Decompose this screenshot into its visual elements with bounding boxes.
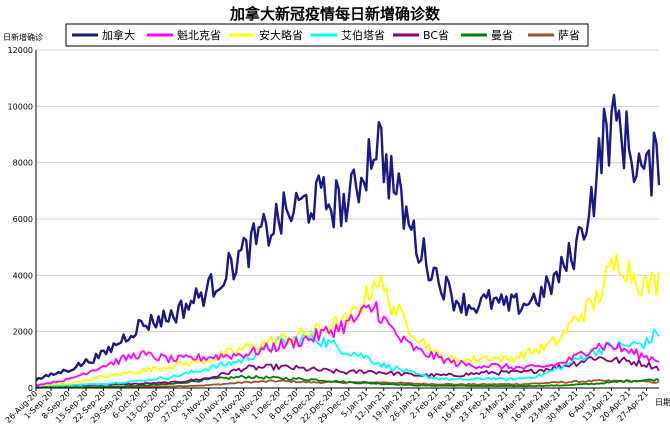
series-line-1 [35, 300, 660, 387]
y-axis-ticks: 0 2000 4000 6000 8000 10000 12000 [8, 46, 33, 393]
y-tick-label: 4000 [13, 271, 33, 280]
grid [36, 49, 659, 333]
y-tick-label: 12000 [8, 46, 33, 55]
legend-label: 魁北克省 [177, 28, 221, 42]
chart-title: 加拿大新冠疫情每日新增确诊数 [229, 5, 441, 23]
legend-label: 安大略省 [259, 28, 303, 42]
legend-label: 加拿大 [102, 28, 135, 42]
series-line-4 [35, 356, 660, 387]
y-tick-label: 6000 [13, 215, 33, 224]
series-line-5 [35, 374, 660, 389]
y-tick-label: 0 [28, 384, 33, 393]
y-tick-label: 8000 [13, 159, 33, 168]
y-tick-label: 10000 [8, 102, 33, 111]
x-axis-ticks: 26-Aug-201-Sep-208-Sep-2015-Sep-2022-Sep… [4, 388, 650, 425]
legend: 加拿大 魁北克省 安大略省 艾伯塔省 BC省 曼省 萨省 [65, 23, 589, 47]
y-tick-label: 2000 [13, 328, 33, 337]
x-axis-label: 日期 [655, 398, 670, 407]
legend-label: 曼省 [491, 29, 513, 42]
series-line-2 [35, 253, 660, 387]
legend-label: 艾伯塔省 [341, 28, 385, 42]
series-line-0 [35, 93, 661, 382]
series-line-3 [35, 328, 660, 387]
y-axis-label: 日新增确诊 [3, 32, 43, 42]
series-lines [35, 93, 661, 389]
legend-label: 萨省 [558, 29, 580, 42]
legend-label: BC省 [423, 29, 449, 42]
